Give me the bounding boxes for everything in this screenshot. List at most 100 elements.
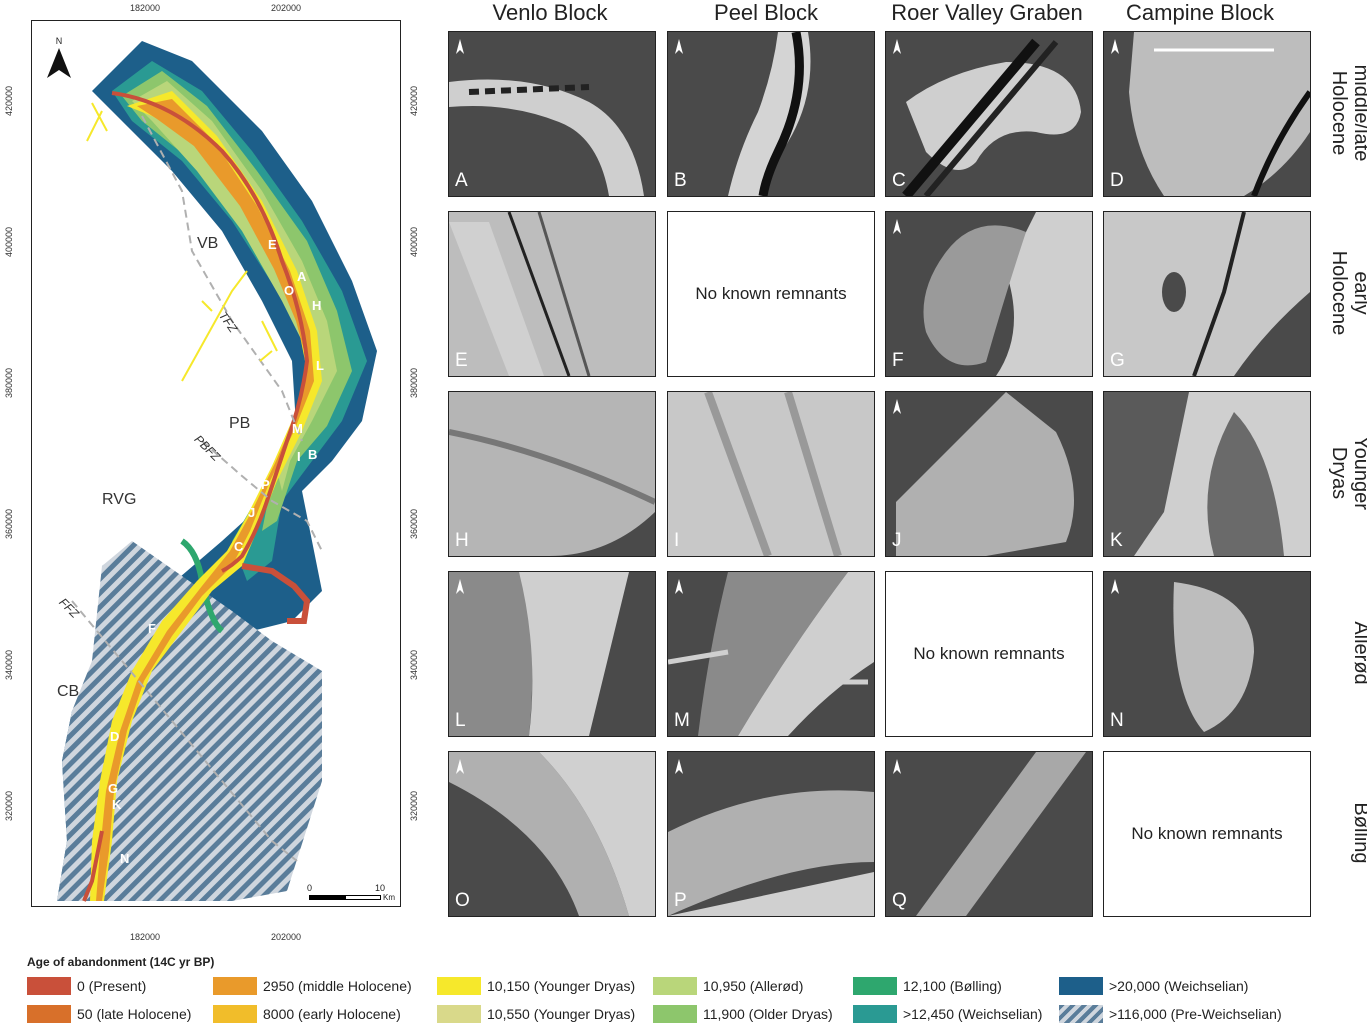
legend-swatch [437, 977, 481, 995]
panel-e: E [448, 211, 656, 377]
panel-letter: L [455, 710, 466, 731]
legend-label: 0 (Present) [77, 978, 147, 994]
legend-item: 11,900 (Older Dryas) [653, 1005, 833, 1023]
legend-label: >20,000 (Weichselian) [1109, 978, 1249, 994]
map-left-tick: 400000 [4, 226, 15, 258]
row-header: Bølling [1328, 743, 1367, 923]
panel-c: C [885, 31, 1093, 197]
panel-letter: Q [892, 890, 907, 911]
map-top-tick: 202000 [271, 3, 302, 13]
map-left-tick: 380000 [4, 367, 15, 399]
no-remnants-text: No known remnants [913, 644, 1065, 663]
legend-item: 10,550 (Younger Dryas) [437, 1005, 635, 1023]
site-letter: N [120, 851, 130, 866]
panel-g: G [1103, 211, 1311, 377]
panel-letter: B [674, 170, 687, 191]
panel-letter: E [455, 350, 468, 371]
site-letter: Q [193, 529, 204, 544]
legend-swatch [853, 977, 897, 995]
column-header: Venlo Block [492, 0, 608, 25]
row-header-line2: Allerød [1350, 621, 1367, 685]
legend-item: 8000 (early Holocene) [213, 1005, 401, 1023]
map-graphic [57, 41, 377, 902]
map-right-tick: 400000 [409, 226, 420, 258]
site-letter: G [108, 781, 119, 796]
legend-label: 10,950 (Allerød) [703, 978, 804, 994]
map-bottom-tick: 202000 [271, 932, 302, 942]
legend-swatch [853, 1005, 897, 1023]
north-label: N [55, 36, 63, 46]
row-header-line2: Holocene [1328, 70, 1350, 156]
legend-item: >20,000 (Weichselian) [1059, 977, 1248, 995]
scale-unit: Km [383, 893, 395, 902]
site-letter: B [308, 447, 318, 462]
panel-letter: M [674, 710, 690, 731]
map-left-tick: 340000 [4, 649, 15, 681]
site-letter: J [248, 505, 256, 520]
site-letter: D [110, 729, 120, 744]
block-label-vb: VB [197, 235, 219, 252]
panel-letter: H [455, 530, 469, 551]
panel-k: K [1103, 391, 1311, 557]
panel-letter: I [674, 530, 680, 551]
row-header-line2: Holocene [1328, 250, 1350, 336]
row-header-line2: Dryas [1328, 446, 1350, 500]
map-right-tick: 340000 [409, 649, 420, 681]
panel-letter: N [1110, 710, 1124, 731]
overview-map: 182000 202000 182000 202000 420000 40000… [0, 0, 440, 942]
row-header: middle/late Holocene [1328, 23, 1367, 203]
panel-letter: J [892, 530, 902, 551]
panel-m: M [667, 571, 875, 737]
row-header: early Holocene [1328, 203, 1367, 383]
legend-swatch [653, 977, 697, 995]
row-header-line1: early [1350, 271, 1367, 315]
legend-swatch [1059, 1005, 1103, 1023]
legend-label: 10,550 (Younger Dryas) [487, 1006, 636, 1022]
panel-letter: O [455, 890, 470, 911]
scale-ten: 10 [375, 883, 386, 893]
row-header-line2: Bølling [1350, 802, 1367, 864]
no-remnants-text: No known remnants [1131, 824, 1283, 843]
map-right-tick: 380000 [409, 367, 420, 399]
panel-letter: G [1110, 350, 1125, 371]
map-right-tick: 420000 [409, 85, 420, 117]
row-header-line1: middle/late [1350, 64, 1367, 162]
legend-item: 2950 (middle Holocene) [213, 977, 412, 995]
panel-o: O [448, 751, 656, 917]
panel-b: B [667, 31, 875, 197]
scale-zero: 0 [307, 883, 313, 893]
site-letter: K [112, 797, 122, 812]
map-frame: VB PB RVG CB TFZ PBFZ FFZ N E A O H L M … [31, 20, 401, 907]
legend-item: 12,100 (Bølling) [853, 977, 1002, 995]
legend-swatch [27, 1005, 71, 1023]
panel-i: I [667, 391, 875, 557]
column-header: Roer Valley Graben [891, 0, 1083, 25]
legend-swatch [1059, 977, 1103, 995]
panel-letter: P [674, 890, 687, 911]
legend-swatch [653, 1005, 697, 1023]
map-left-tick: 420000 [4, 85, 15, 117]
map-top-tick: 182000 [130, 3, 161, 13]
legend-label: 11,900 (Older Dryas) [703, 1006, 833, 1022]
no-remnants-text: No known remnants [695, 284, 847, 303]
panel-p: P [667, 751, 875, 917]
map-left-tick: 360000 [4, 508, 15, 540]
legend-label: 2950 (middle Holocene) [263, 978, 412, 994]
legend-label: 12,100 (Bølling) [903, 978, 1002, 994]
panel-letter: C [892, 170, 906, 191]
column-header: Peel Block [714, 0, 818, 25]
panel-l: L [448, 571, 656, 737]
legend-label: 50 (late Holocene) [77, 1006, 192, 1022]
legend-item: 50 (late Holocene) [27, 1005, 191, 1023]
legend-swatch [27, 977, 71, 995]
site-letter: O [284, 283, 295, 298]
map-left-tick: 320000 [4, 790, 15, 822]
site-letter: E [268, 237, 277, 252]
row-header: Younger Dryas [1328, 383, 1367, 563]
legend-swatch [213, 1005, 257, 1023]
legend-label: >116,000 (Pre-Weichselian) [1109, 1006, 1282, 1022]
legend-label: 8000 (early Holocene) [263, 1006, 401, 1022]
map-right-tick: 360000 [409, 508, 420, 540]
legend-swatch [213, 977, 257, 995]
block-label-cb: CB [57, 683, 80, 700]
